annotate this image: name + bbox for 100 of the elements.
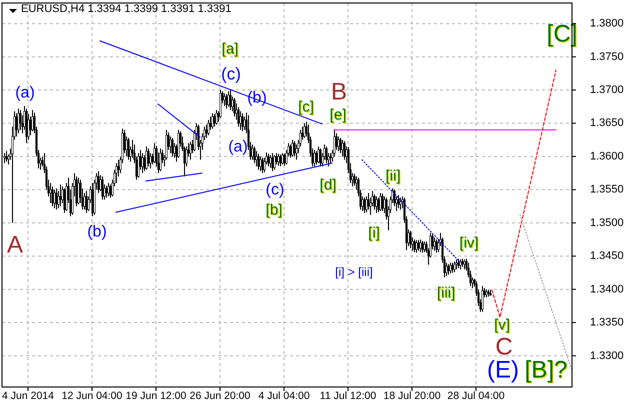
x-tick-label: 26 Jun 20:00 bbox=[190, 390, 251, 402]
candlestick bbox=[341, 139, 344, 157]
annotation: [b] bbox=[266, 202, 284, 220]
candlestick bbox=[237, 106, 240, 128]
y-tick-label: 1.3600 bbox=[590, 150, 624, 162]
annotation: (c) bbox=[266, 182, 284, 198]
candlestick bbox=[433, 237, 436, 252]
candlestick bbox=[375, 196, 378, 214]
candlestick bbox=[319, 148, 322, 167]
candlestick bbox=[141, 152, 144, 174]
candlestick bbox=[229, 90, 232, 110]
candlestick bbox=[267, 153, 270, 167]
candlestick bbox=[251, 144, 254, 160]
x-tick-label: 4 Jul 04:00 bbox=[258, 390, 310, 402]
candlestick bbox=[453, 260, 456, 273]
candlestick bbox=[273, 154, 276, 170]
candlestick bbox=[105, 185, 108, 198]
candlestick bbox=[257, 153, 260, 170]
candlestick bbox=[211, 112, 214, 130]
candlestick bbox=[149, 152, 152, 169]
y-tick-label: 1.3650 bbox=[590, 117, 624, 130]
candlestick bbox=[281, 152, 284, 165]
candlestick bbox=[413, 239, 416, 253]
candlestick bbox=[31, 109, 34, 132]
candlestick bbox=[51, 186, 54, 207]
candlestick bbox=[421, 240, 424, 254]
x-tick-label: 18 Jul 20:00 bbox=[383, 390, 441, 402]
candlestick bbox=[227, 90, 230, 108]
candlestick bbox=[259, 156, 262, 172]
candlestick bbox=[137, 152, 140, 178]
annotation: [v] bbox=[495, 318, 511, 334]
candlestick bbox=[457, 258, 460, 269]
candlestick bbox=[397, 194, 400, 209]
annotation: [i] bbox=[369, 226, 381, 242]
annotation: (b) bbox=[87, 224, 107, 240]
candlestick bbox=[115, 162, 118, 184]
candlestick bbox=[243, 116, 246, 130]
annotation: [e] bbox=[330, 108, 348, 124]
candlestick bbox=[269, 154, 272, 168]
candlestick bbox=[75, 176, 78, 207]
x-tick-label: 11 Jul 12:00 bbox=[320, 390, 376, 402]
candlestick bbox=[279, 154, 282, 167]
candlestick bbox=[381, 193, 384, 212]
annotation: [B]? bbox=[524, 356, 568, 384]
candlestick bbox=[325, 146, 328, 164]
candlestick bbox=[255, 150, 258, 167]
candlestick bbox=[451, 262, 454, 274]
candlestick bbox=[19, 109, 22, 130]
annotation: [iii] bbox=[438, 286, 456, 302]
candlestick bbox=[343, 140, 346, 160]
candlestick bbox=[289, 144, 292, 158]
candlestick bbox=[365, 196, 368, 213]
candlestick bbox=[147, 148, 150, 167]
x-tick-label: 4 Jun 2014 bbox=[2, 390, 54, 402]
candlestick bbox=[97, 170, 100, 194]
candlestick bbox=[219, 90, 222, 118]
candlestick bbox=[377, 197, 380, 213]
candlestick bbox=[145, 146, 148, 170]
annotation: A bbox=[6, 232, 24, 258]
candlestick bbox=[409, 230, 412, 249]
candlestick bbox=[127, 137, 130, 160]
candlestick bbox=[379, 192, 382, 212]
annotation: [d] bbox=[320, 178, 338, 194]
candlestick bbox=[233, 98, 236, 118]
candlestick bbox=[481, 286, 484, 312]
candlestick bbox=[215, 109, 218, 126]
annotation: [i] > [iii] bbox=[335, 265, 373, 279]
candlestick bbox=[101, 176, 104, 200]
candlestick bbox=[283, 153, 286, 166]
annotation: [c] bbox=[298, 98, 314, 116]
annotation: [ii] bbox=[386, 168, 402, 186]
y-tick-label: 1.3450 bbox=[590, 250, 624, 262]
candlestick bbox=[15, 112, 18, 138]
candlestick bbox=[159, 148, 162, 172]
y-tick-label: 1.3550 bbox=[590, 184, 624, 196]
candlestick bbox=[353, 173, 356, 186]
candlestick bbox=[363, 197, 366, 214]
x-tick-label: 28 Jul 04:00 bbox=[447, 390, 505, 402]
candlestick bbox=[241, 112, 244, 132]
candlestick bbox=[213, 113, 216, 128]
candlestick bbox=[317, 146, 320, 164]
y-tick-label: 1.3300 bbox=[590, 350, 624, 362]
candlestick bbox=[169, 136, 172, 154]
candlestick bbox=[337, 136, 340, 152]
candlestick bbox=[303, 122, 306, 138]
candlestick bbox=[177, 129, 180, 158]
candlestick bbox=[419, 239, 422, 253]
x-tick-label: 19 Jun 12:00 bbox=[126, 390, 187, 402]
candlestick bbox=[399, 197, 402, 210]
y-tick-label: 1.3350 bbox=[590, 316, 624, 329]
y-tick-label: 1.3500 bbox=[590, 216, 624, 229]
annotation: (c) bbox=[221, 64, 241, 84]
candlestick bbox=[17, 108, 20, 134]
y-tick-label: 1.3800 bbox=[590, 18, 624, 30]
annotation: [iv] bbox=[460, 236, 480, 252]
candlestick bbox=[423, 241, 426, 253]
candlestick bbox=[53, 189, 56, 209]
candlestick bbox=[5, 150, 8, 162]
candlestick bbox=[109, 184, 112, 198]
candlestick bbox=[225, 94, 228, 110]
